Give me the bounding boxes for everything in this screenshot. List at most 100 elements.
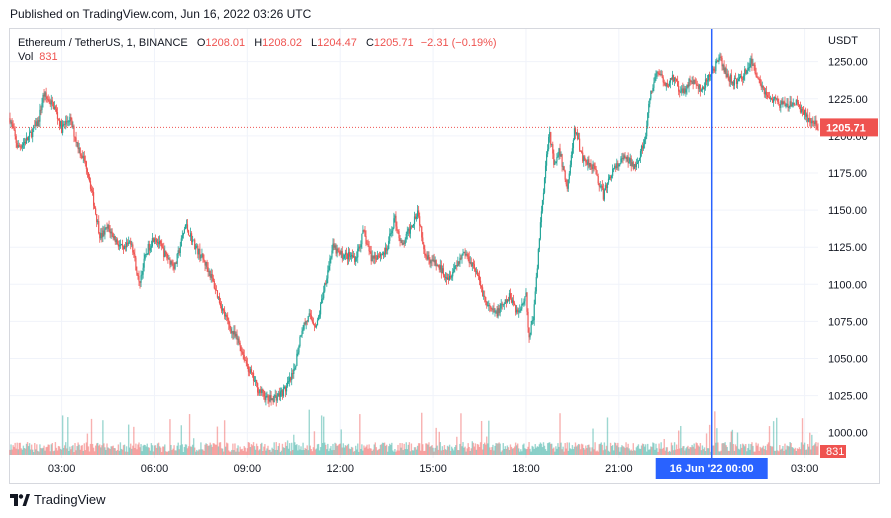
volume-bar — [93, 451, 96, 455]
volume-bar — [106, 443, 108, 455]
volume-bar — [401, 443, 403, 455]
volume-bar — [313, 431, 316, 455]
ohlc-legend: Ethereum / TetherUS, 1, BINANCE O1208.01… — [18, 35, 497, 51]
volume-bar — [558, 446, 560, 455]
candle-body — [555, 161, 557, 164]
candle-body — [167, 258, 169, 259]
volume-bar — [708, 424, 711, 455]
candle-body — [53, 106, 55, 109]
candle-body — [636, 162, 639, 164]
volume-bar — [103, 443, 105, 455]
candle-body — [543, 178, 546, 193]
volume-bar — [266, 448, 268, 455]
candle-body — [509, 293, 512, 299]
volume-bar — [334, 442, 336, 455]
volume-bar — [185, 444, 188, 455]
candle-body — [296, 353, 298, 366]
volume-bar — [691, 444, 693, 455]
volume-bar — [39, 444, 41, 455]
candle-body — [328, 266, 330, 271]
volume-bar — [59, 448, 62, 455]
candle-body — [812, 120, 814, 123]
candle-body — [310, 315, 312, 320]
volume-bar — [56, 450, 59, 455]
volume-bar — [42, 447, 44, 455]
candle-body — [403, 242, 405, 244]
volume-bar — [195, 451, 197, 455]
candle-body — [33, 125, 35, 130]
volume-bar — [230, 451, 232, 455]
volume-bar — [813, 445, 815, 455]
volume-bar — [361, 444, 363, 455]
volume-bar — [662, 447, 664, 455]
candle-body — [492, 308, 494, 310]
candle-body — [179, 246, 181, 254]
volume-bar — [359, 414, 361, 455]
candle-body — [202, 253, 204, 260]
candle-body — [115, 239, 117, 243]
candle-body — [9, 118, 11, 123]
volume-bar — [771, 446, 774, 455]
volume-bar — [488, 420, 490, 455]
volume-bar — [715, 442, 717, 455]
volume-bar — [314, 449, 317, 455]
volume-bar — [806, 444, 809, 455]
volume-bar — [62, 447, 65, 455]
volume-bar — [804, 449, 807, 455]
volume-bar — [800, 442, 803, 455]
volume-bar — [502, 443, 504, 455]
candle-body — [622, 158, 624, 160]
candle-body — [533, 304, 535, 321]
candle-body — [415, 216, 418, 219]
candle-body — [261, 389, 263, 393]
volume-bar — [522, 444, 524, 455]
candle-body — [454, 265, 456, 270]
candle-body — [573, 128, 576, 140]
candle-body — [374, 255, 376, 259]
volume-bar — [61, 415, 64, 455]
candle-body — [238, 338, 240, 343]
volume-bar — [19, 442, 22, 455]
candle-body — [180, 238, 182, 247]
volume-bar — [779, 445, 781, 455]
candle-body — [656, 72, 658, 74]
candle-body — [112, 233, 114, 239]
candle-body — [423, 243, 425, 250]
footer-brand[interactable]: TradingView — [10, 492, 106, 507]
candle-body — [246, 363, 248, 367]
candle-body — [512, 300, 515, 304]
volume-bar — [482, 444, 485, 455]
candle-body — [63, 124, 65, 126]
candle-body — [530, 324, 532, 335]
candle-body — [439, 265, 441, 270]
candle-body — [281, 390, 284, 396]
volume-bar — [577, 443, 580, 455]
volume-bar — [526, 448, 528, 455]
volume-bar — [102, 420, 104, 455]
candle-body — [70, 117, 72, 120]
candle-body — [522, 303, 524, 305]
chart-frame[interactable] — [9, 28, 880, 484]
candle-body — [800, 109, 803, 113]
candle-body — [737, 79, 740, 82]
volume-bar — [644, 444, 647, 455]
volume-bar — [70, 449, 72, 455]
volume-bar — [476, 443, 479, 455]
volume-bar — [618, 447, 620, 455]
volume-bar — [693, 443, 695, 455]
candle-body — [323, 291, 325, 299]
volume-bar — [382, 442, 385, 455]
candle-body — [703, 87, 706, 90]
volume-bar — [439, 442, 442, 455]
candle-body — [548, 136, 550, 150]
candle-body — [293, 369, 295, 375]
candle-body — [160, 240, 162, 244]
candle-body — [765, 91, 768, 96]
candle-body — [286, 381, 289, 387]
candle-body — [587, 159, 589, 165]
candle-body — [82, 155, 84, 159]
volume-bar — [497, 443, 499, 455]
candle-body — [750, 58, 752, 64]
candle-body — [381, 254, 384, 255]
